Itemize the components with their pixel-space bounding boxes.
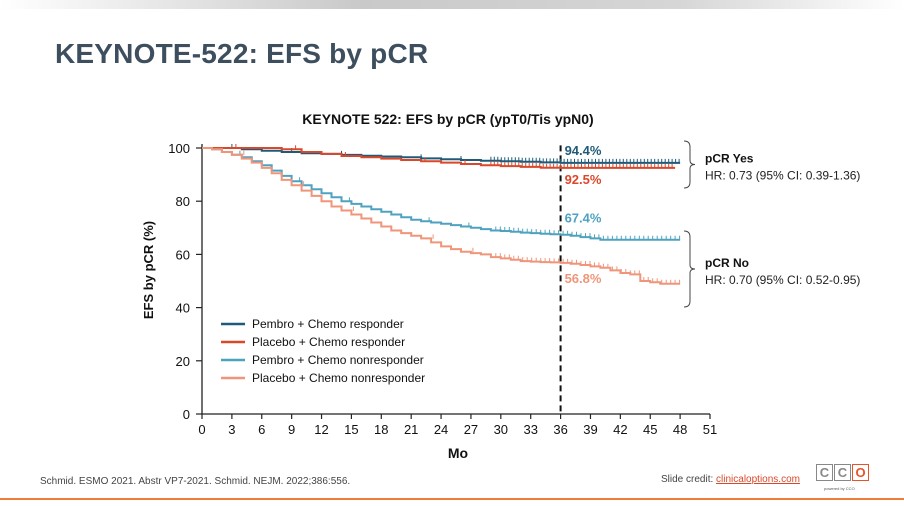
value-label-pembro-responder: 94.4%: [565, 143, 602, 158]
x-tick-label-21: 21: [404, 422, 418, 437]
x-tick-label-18: 18: [374, 422, 388, 437]
x-tick-label-27: 27: [464, 422, 478, 437]
brace-pcr-no: [683, 230, 696, 308]
cco-logo: C C O powered by CCO: [816, 464, 870, 494]
y-tick-label-40: 40: [176, 301, 190, 316]
chart-title: KEYNOTE 522: EFS by pCR (ypT0/Tis ypN0): [302, 111, 593, 127]
annotation-label-pcr-no: pCR No: [705, 256, 749, 270]
legend-label-pembro-nonresponder: Pembro + Chemo nonresponder: [252, 353, 424, 367]
logo-tagline: powered by CCO: [824, 486, 855, 491]
x-axis-label: Mo: [448, 445, 468, 461]
x-tick-label-15: 15: [344, 422, 358, 437]
x-tick-label-12: 12: [314, 422, 328, 437]
value-label-placebo-nonresponder: 56.8%: [565, 271, 602, 286]
x-tick-label-48: 48: [673, 422, 687, 437]
annotation-hr-pcr-yes: HR: 0.73 (95% CI: 0.39-1.36): [705, 169, 860, 183]
censor-marks-pembro-responder: [231, 144, 680, 164]
value-label-pembro-nonresponder: 67.4%: [565, 211, 602, 226]
x-tick-label-3: 3: [228, 422, 235, 437]
slide-credit: Slide credit: clinicaloptions.com: [661, 474, 800, 485]
y-tick-label-60: 60: [176, 247, 190, 262]
bottom-accent-line: [0, 498, 904, 500]
footer-reference: Schmid. ESMO 2021. Abstr VP7-2021. Schmi…: [40, 476, 351, 487]
y-axis-label: EFS by pCR (%): [141, 221, 156, 319]
logo-letter-3: O: [852, 464, 869, 481]
legend-label-placebo-responder: Placebo + Chemo responder: [252, 335, 405, 349]
y-tick-label-0: 0: [183, 407, 190, 422]
logo-letter-2: C: [834, 464, 851, 481]
slide-credit-link[interactable]: clinicaloptions.com: [716, 474, 800, 485]
censor-marks-placebo-nonresponder: [243, 150, 681, 285]
value-label-placebo-responder: 92.5%: [565, 172, 602, 187]
top-gradient-bar: [0, 0, 904, 9]
x-tick-label-30: 30: [494, 422, 508, 437]
slide-title: KEYNOTE-522: EFS by pCR: [55, 38, 429, 69]
logo-letter-1: C: [816, 464, 833, 481]
x-tick-label-24: 24: [434, 422, 448, 437]
slide-credit-label: Slide credit:: [661, 474, 714, 485]
censor-marks-placebo-responder: [235, 144, 673, 169]
annotation-label-pcr-yes: pCR Yes: [705, 152, 754, 166]
x-tick-label-36: 36: [553, 422, 567, 437]
legend-label-pembro-responder: Pembro + Chemo responder: [252, 317, 404, 331]
y-tick-label-80: 80: [176, 194, 190, 209]
x-tick-label-51: 51: [703, 422, 717, 437]
brace-pcr-yes: [683, 140, 696, 189]
legend-label-placebo-nonresponder: Placebo + Chemo nonresponder: [252, 371, 425, 385]
annotation-hr-pcr-no: HR: 0.70 (95% CI: 0.52-0.95): [705, 273, 860, 287]
y-tick-label-100: 100: [168, 141, 190, 156]
x-tick-label-42: 42: [613, 422, 627, 437]
x-tick-label-33: 33: [523, 422, 537, 437]
series-line-placebo-nonresponder: [202, 147, 681, 285]
censor-marks-pembro-nonresponder: [239, 150, 681, 241]
x-tick-label-9: 9: [288, 422, 295, 437]
y-tick-label-20: 20: [176, 354, 190, 369]
x-tick-label-0: 0: [198, 422, 205, 437]
x-tick-label-45: 45: [643, 422, 657, 437]
x-tick-label-6: 6: [258, 422, 265, 437]
x-tick-label-39: 39: [583, 422, 597, 437]
